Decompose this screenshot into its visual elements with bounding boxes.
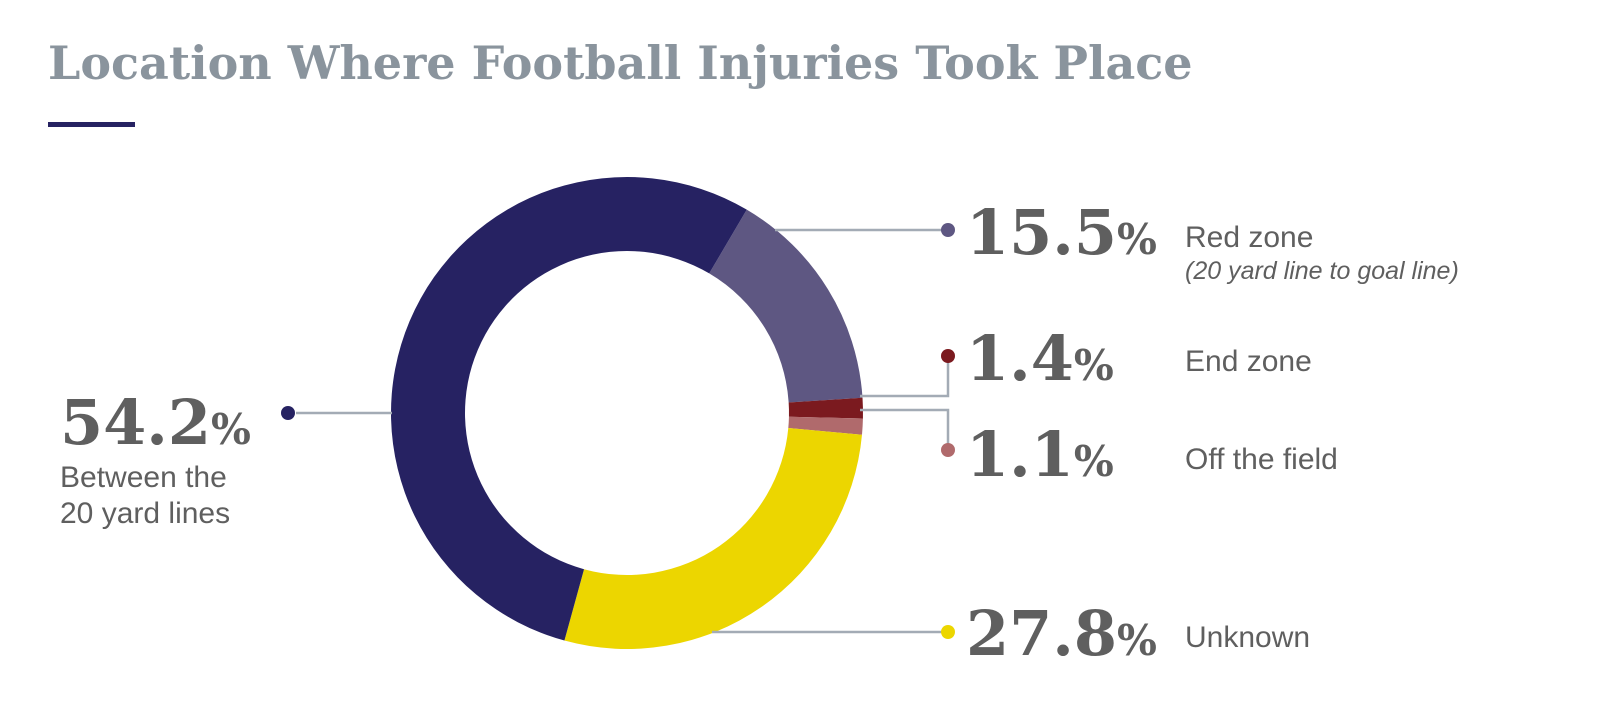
title-underline (48, 122, 135, 127)
label-between: Between the 20 yard lines (60, 461, 231, 530)
value-end-zone: 1.4% (966, 322, 1114, 395)
label-red-zone: Red zone (20 yard line to goal line) (1185, 221, 1459, 285)
label-unknown: Unknown (1185, 621, 1311, 654)
leader-line-end-zone (860, 356, 950, 398)
value-red-zone: 15.5% (966, 196, 1157, 269)
value-unknown: 27.8% (966, 597, 1157, 670)
chart-title: Location Where Football Injuries Took Pl… (48, 36, 1193, 90)
donut-slices (390, 177, 863, 649)
marker-dot-unknown (941, 625, 955, 639)
value-between: 54.2% (60, 386, 251, 459)
label-end-zone: End zone (1185, 345, 1312, 378)
label-off-field: Off the field (1185, 443, 1338, 476)
donut-slice (709, 209, 863, 403)
marker-dot-between (281, 406, 295, 420)
donut-slice (390, 177, 747, 641)
marker-dot-off-field (941, 443, 955, 457)
marker-dot-end-zone (941, 349, 955, 363)
leader-line-off-field (860, 408, 950, 450)
donut-slice (788, 416, 863, 435)
marker-dot-red-zone (941, 223, 955, 237)
donut-slice (564, 427, 862, 649)
donut-slice (788, 397, 863, 419)
value-off-field: 1.1% (966, 418, 1114, 491)
leader-lines (296, 228, 950, 634)
